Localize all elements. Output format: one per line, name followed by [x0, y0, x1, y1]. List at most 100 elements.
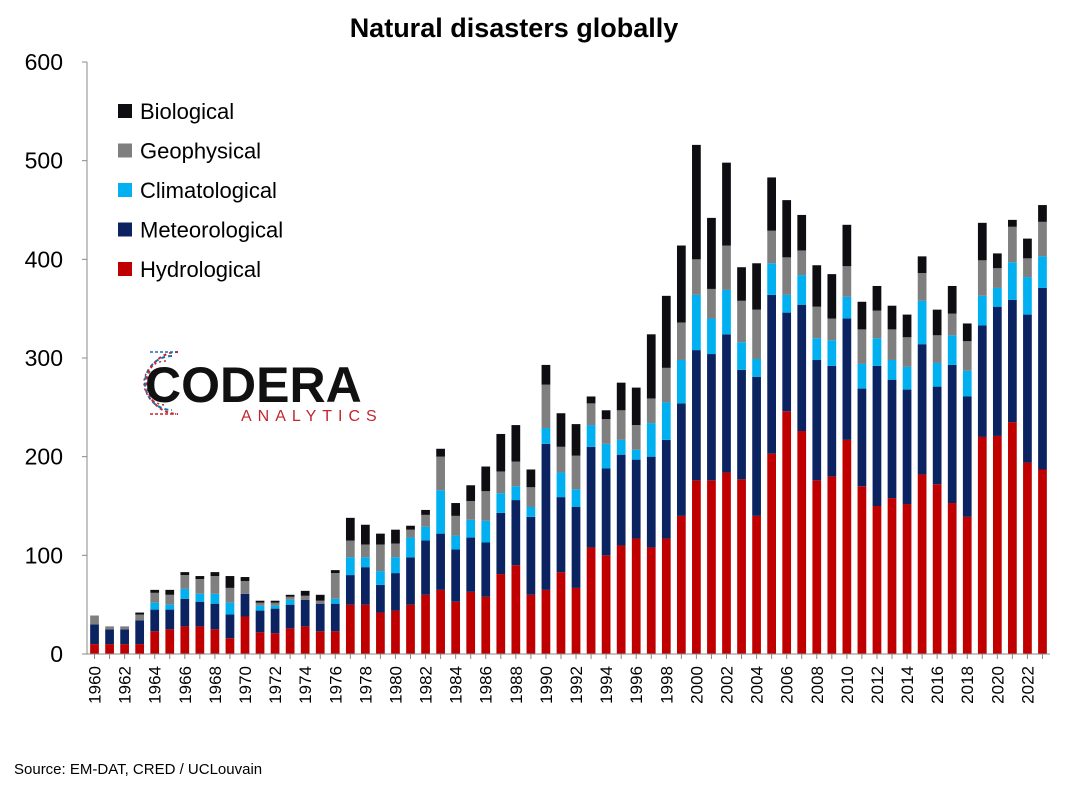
bar-meteorological-1988	[511, 500, 521, 566]
bar-climatological-1989	[526, 506, 536, 517]
bar-geophysical-1963	[135, 614, 145, 621]
bar-meteorological-2021	[1008, 299, 1017, 423]
bar-hydrological-1985	[466, 591, 476, 654]
bar-biological-1990	[541, 364, 551, 385]
bar-climatological-2002	[722, 289, 731, 335]
bar-geophysical-2006	[782, 257, 792, 295]
bar-geophysical-1970	[240, 580, 250, 594]
bar-geophysical-2001	[707, 288, 716, 319]
bar-meteorological-1980	[391, 573, 400, 611]
bar-climatological-2005	[767, 263, 776, 295]
bar-climatological-1983	[436, 490, 445, 534]
bar-climatological-1997	[646, 423, 656, 457]
bar-meteorological-1964	[150, 609, 160, 632]
bar-hydrological-2019	[977, 436, 987, 654]
x-tick-label: 1996	[627, 666, 646, 704]
bar-meteorological-2016	[932, 386, 942, 485]
bar-geophysical-1978	[361, 544, 370, 558]
bar-geophysical-2002	[722, 245, 731, 290]
x-tick-label: 1986	[477, 666, 496, 704]
bar-biological-1997	[646, 334, 656, 399]
bar-climatological-1994	[601, 443, 611, 469]
bar-geophysical-1988	[511, 461, 521, 487]
codera-logo: CODERA ANALYTICS	[143, 351, 377, 425]
bar-hydrological-2022	[1023, 462, 1032, 654]
x-tick-label: 2014	[898, 666, 917, 704]
bar-hydrological-1965	[165, 629, 175, 654]
bar-biological-1985	[466, 485, 476, 502]
bar-hydrological-1962	[120, 644, 129, 654]
bar-hydrological-2002	[722, 472, 731, 654]
bar-hydrological-1977	[345, 604, 355, 654]
bar-hydrological-2008	[812, 480, 822, 654]
chart-title: Natural disasters globally	[350, 13, 679, 43]
bar-hydrological-2001	[707, 480, 716, 654]
bar-geophysical-2009	[827, 318, 837, 341]
bar-biological-1963	[135, 612, 145, 615]
bar-climatological-2008	[812, 338, 822, 360]
bar-meteorological-2001	[707, 354, 716, 481]
bar-hydrological-1963	[135, 644, 145, 654]
bar-hydrological-1996	[631, 538, 641, 654]
bar-climatological-1987	[496, 493, 506, 513]
bar-meteorological-1996	[631, 459, 641, 539]
bar-biological-2022	[1023, 238, 1032, 259]
bar-climatological-2012	[872, 338, 882, 366]
bar-climatological-1965	[165, 604, 175, 610]
bar-biological-1988	[511, 425, 521, 462]
bar-meteorological-1966	[180, 598, 190, 627]
bar-meteorological-2015	[917, 344, 927, 475]
bar-meteorological-1982	[421, 540, 430, 595]
bar-biological-2014	[902, 314, 912, 338]
bar-geophysical-2016	[932, 335, 942, 363]
bar-geophysical-2023	[1038, 221, 1047, 257]
bar-biological-1987	[496, 433, 506, 472]
bar-meteorological-1974	[300, 599, 310, 627]
bar-geophysical-1989	[526, 487, 536, 507]
bar-geophysical-1967	[195, 579, 205, 594]
bar-hydrological-2018	[962, 516, 972, 654]
bar-climatological-2016	[932, 362, 942, 387]
legend-label-climatological: Climatological	[140, 178, 277, 203]
bar-biological-1980	[391, 529, 400, 544]
x-tick-label: 1962	[116, 666, 135, 704]
bar-biological-2012	[872, 285, 882, 311]
bar-climatological-2021	[1008, 262, 1017, 300]
bar-hydrological-2020	[992, 435, 1002, 654]
bar-geophysical-1974	[300, 595, 310, 600]
bar-hydrological-2023	[1038, 469, 1047, 654]
bar-geophysical-1960	[90, 615, 99, 625]
bar-biological-1977	[345, 517, 355, 541]
bar-climatological-1980	[391, 557, 400, 574]
bar-climatological-1981	[406, 537, 415, 558]
bar-hydrological-1960	[90, 644, 99, 654]
bar-meteorological-1962	[120, 629, 129, 645]
bar-hydrological-1992	[571, 587, 581, 654]
bar-meteorological-1993	[586, 446, 596, 548]
bar-geophysical-1991	[556, 446, 566, 473]
bar-hydrological-1964	[150, 631, 160, 654]
bar-meteorological-1975	[315, 603, 325, 632]
bar-climatological-2011	[857, 363, 867, 389]
bar-geophysical-2013	[887, 329, 897, 360]
bar-geophysical-2008	[812, 306, 822, 339]
bar-biological-1991	[556, 413, 566, 447]
bar-hydrological-1982	[421, 594, 430, 654]
bar-geophysical-1981	[406, 529, 415, 538]
bar-hydrological-1994	[601, 555, 611, 654]
bar-hydrological-1967	[195, 626, 205, 654]
y-tick-label: 500	[25, 148, 63, 174]
bar-meteorological-1992	[571, 506, 581, 588]
x-tick-label: 1998	[657, 666, 676, 704]
bar-biological-2002	[722, 162, 731, 246]
bar-climatological-1976	[330, 598, 340, 604]
bar-hydrological-2010	[842, 439, 852, 654]
bar-meteorological-1968	[210, 603, 220, 630]
legend-swatch-geophysical	[118, 143, 132, 158]
bar-geophysical-2017	[947, 313, 957, 336]
logo-mark-icon	[143, 351, 179, 415]
bar-meteorological-1986	[481, 542, 491, 597]
bar-biological-2013	[887, 305, 897, 330]
bar-climatological-1984	[451, 535, 461, 550]
bar-biological-1994	[601, 410, 611, 420]
